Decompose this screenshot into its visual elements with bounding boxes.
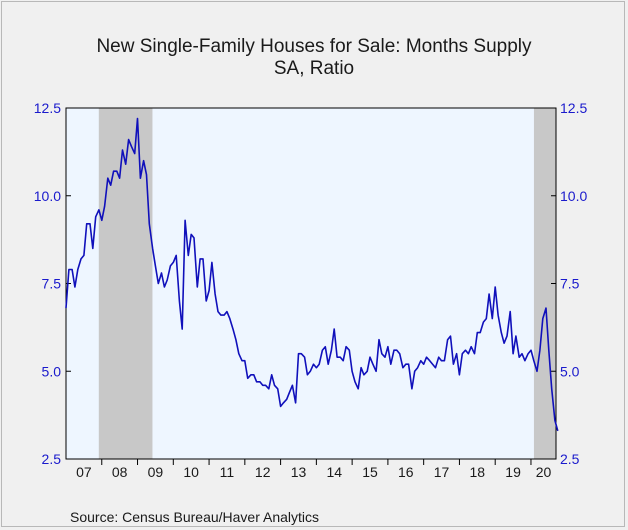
x-tick-label: 11 <box>220 464 235 480</box>
y-tick-label-left: 10.0 <box>34 188 61 204</box>
x-tick-label: 14 <box>326 464 342 480</box>
x-tick-label: 13 <box>291 464 307 480</box>
y-tick-label-left: 5.0 <box>42 363 62 379</box>
y-tick-label-right: 12.5 <box>560 100 587 116</box>
y-tick-label-right: 10.0 <box>560 188 587 204</box>
x-tick-label: 09 <box>148 464 164 480</box>
x-tick-label: 16 <box>398 464 414 480</box>
x-tick-label: 17 <box>434 464 450 480</box>
x-tick-label: 07 <box>76 464 92 480</box>
x-tick-label: 10 <box>183 464 199 480</box>
series-line <box>65 117 559 432</box>
recession-band-0 <box>98 108 153 459</box>
x-tick-label: 20 <box>536 464 552 480</box>
x-tick-label: 15 <box>362 464 378 480</box>
y-tick-label-right: 5.0 <box>560 363 580 379</box>
y-tick-label-left: 12.5 <box>34 100 61 116</box>
y-tick-label-right: 2.5 <box>560 451 580 467</box>
x-tick-label: 08 <box>112 464 128 480</box>
source-note: Source: Census Bureau/Haver Analytics <box>70 509 320 525</box>
y-tick-label-left: 2.5 <box>42 451 62 467</box>
y-tick-label-right: 7.5 <box>560 276 580 292</box>
y-tick-label-left: 7.5 <box>42 276 62 292</box>
chart-title: New Single-Family Houses for Sale: Month… <box>96 36 532 57</box>
x-tick-label: 19 <box>505 464 521 480</box>
x-tick-label: 18 <box>470 464 486 480</box>
x-tick-label: 12 <box>255 464 271 480</box>
chart-subtitle: SA, Ratio <box>273 58 355 79</box>
